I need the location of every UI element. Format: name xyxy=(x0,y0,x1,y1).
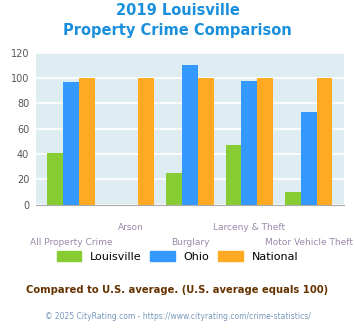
Bar xyxy=(79,78,95,205)
Bar xyxy=(285,192,301,205)
Text: © 2025 CityRating.com - https://www.cityrating.com/crime-statistics/: © 2025 CityRating.com - https://www.city… xyxy=(45,312,310,321)
Bar xyxy=(198,78,214,205)
Bar xyxy=(301,112,317,205)
Text: All Property Crime: All Property Crime xyxy=(30,238,113,247)
Text: Property Crime Comparison: Property Crime Comparison xyxy=(63,23,292,38)
Bar xyxy=(182,65,198,205)
Bar xyxy=(47,153,63,205)
Legend: Louisville, Ohio, National: Louisville, Ohio, National xyxy=(56,250,299,262)
Bar xyxy=(63,82,79,205)
Bar xyxy=(138,78,154,205)
Text: Larceny & Theft: Larceny & Theft xyxy=(213,223,285,232)
Text: Compared to U.S. average. (U.S. average equals 100): Compared to U.S. average. (U.S. average … xyxy=(26,285,329,295)
Text: Burglary: Burglary xyxy=(171,238,209,247)
Text: Arson: Arson xyxy=(118,223,143,232)
Bar xyxy=(241,81,257,205)
Text: Motor Vehicle Theft: Motor Vehicle Theft xyxy=(265,238,353,247)
Bar xyxy=(317,78,333,205)
Bar xyxy=(257,78,273,205)
Bar xyxy=(166,173,182,205)
Text: 2019 Louisville: 2019 Louisville xyxy=(116,3,239,18)
Bar xyxy=(225,145,241,205)
